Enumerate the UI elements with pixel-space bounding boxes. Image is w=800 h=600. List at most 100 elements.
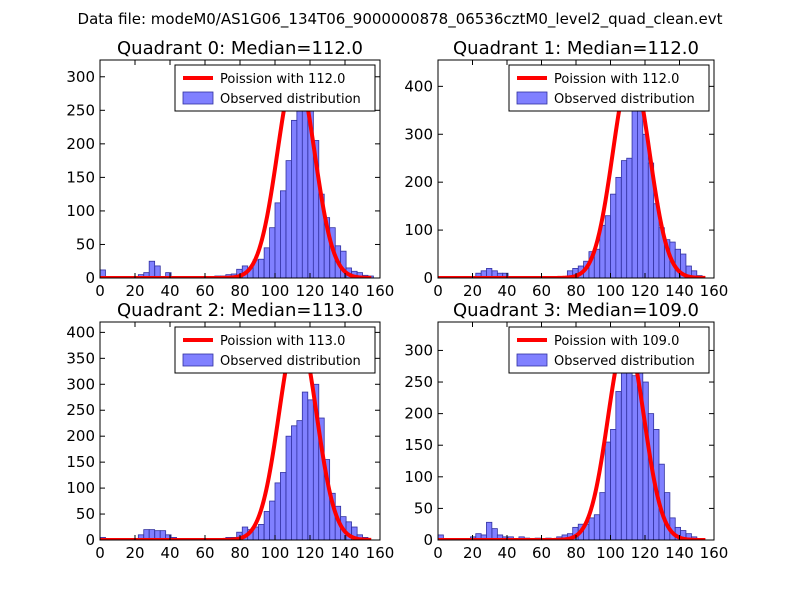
x-tick-label: 160 xyxy=(366,282,395,300)
x-tick-label: 140 xyxy=(331,544,360,562)
y-tick-label: 50 xyxy=(76,235,95,253)
poisson-curve xyxy=(100,327,373,540)
legend-bar-label: Observed distribution xyxy=(220,92,361,107)
histogram-bar xyxy=(604,215,611,278)
x-tick-label: 0 xyxy=(433,282,443,300)
histogram-bar xyxy=(307,399,314,540)
y-tick-label: 250 xyxy=(66,401,95,419)
y-tick-label: 200 xyxy=(404,173,433,191)
histogram-bar xyxy=(491,528,498,540)
poisson-curve xyxy=(438,335,707,540)
x-tick-label: 40 xyxy=(160,282,179,300)
plot-area xyxy=(438,335,707,540)
poisson-curve xyxy=(438,67,707,278)
x-tick-label: 80 xyxy=(230,282,249,300)
y-tick-label: 100 xyxy=(66,202,95,220)
histogram-bar xyxy=(610,193,617,278)
histogram-bar xyxy=(610,429,617,540)
y-tick-label: 300 xyxy=(404,125,433,143)
x-tick-label: 60 xyxy=(195,544,214,562)
subplot-quadrant-3: 0 20 40 60 80 100 120 140 160 0 50 100 150 200 250 300 Q… xyxy=(404,300,728,562)
legend: Poission with 112.0 Observed distribution xyxy=(174,64,376,112)
y-tick-label: 0 xyxy=(423,531,433,549)
y-tick-label: 300 xyxy=(66,375,95,393)
histogram-bar xyxy=(438,534,444,540)
histogram-bar xyxy=(351,526,358,540)
histogram-bar xyxy=(285,160,292,278)
x-tick-label: 0 xyxy=(95,544,105,562)
y-tick-label: 200 xyxy=(66,135,95,153)
histogram-bar xyxy=(631,375,638,540)
x-tick-label: 140 xyxy=(331,282,360,300)
histogram-bar xyxy=(280,190,287,278)
histogram-bar xyxy=(604,441,611,540)
x-tick-label: 40 xyxy=(160,544,179,562)
legend-bar-label: Observed distribution xyxy=(554,354,695,369)
histogram-bar xyxy=(626,368,633,540)
x-tick-label: 40 xyxy=(497,282,516,300)
legend-curve-label: Poission with 113.0 xyxy=(220,334,345,349)
histogram-bar xyxy=(301,391,309,540)
x-tick-label: 120 xyxy=(631,544,660,562)
y-tick-label: 400 xyxy=(404,77,433,95)
histogram-bar xyxy=(269,500,276,540)
plot-area xyxy=(100,327,373,540)
y-tick-label: 50 xyxy=(76,505,95,523)
histogram-bar xyxy=(274,202,281,278)
y-tick-label: 150 xyxy=(404,436,433,454)
legend-bar-swatch xyxy=(516,91,548,105)
x-tick-label: 60 xyxy=(532,544,551,562)
y-tick-label: 100 xyxy=(404,221,433,239)
y-tick-label: 100 xyxy=(66,479,95,497)
subplot-quadrant-1: 0 20 40 60 80 100 120 140 160 0 100 200 300 400 Quadra… xyxy=(404,38,728,300)
histogram-bar xyxy=(486,521,493,540)
histogram-bar xyxy=(593,514,601,540)
histogram-bar xyxy=(285,435,292,540)
x-tick-label: 80 xyxy=(566,544,585,562)
y-tick-label: 50 xyxy=(414,499,433,517)
x-tick-label: 40 xyxy=(497,544,516,562)
x-tick-label: 160 xyxy=(366,544,395,562)
legend: Poission with 113.0 Observed distribution xyxy=(174,326,376,374)
y-tick-label: 350 xyxy=(66,349,95,367)
x-tick-label: 100 xyxy=(596,544,625,562)
legend-curve-label: Poission with 112.0 xyxy=(554,72,679,87)
histogram-bar xyxy=(626,157,633,278)
y-tick-label: 100 xyxy=(404,468,433,486)
x-tick-label: 20 xyxy=(463,282,482,300)
plot-area xyxy=(100,68,374,278)
x-tick-label: 0 xyxy=(433,544,443,562)
x-tick-label: 20 xyxy=(125,282,144,300)
x-tick-label: 140 xyxy=(665,544,694,562)
x-tick-label: 80 xyxy=(230,544,249,562)
histogram-bar xyxy=(258,524,265,540)
figure-title: Data file: modeM0/AS1G06_134T06_90000008… xyxy=(78,10,723,29)
x-tick-label: 160 xyxy=(700,544,729,562)
subplot-title: Quadrant 2: Median=113.0 xyxy=(117,300,363,321)
histogram-bar xyxy=(296,86,303,278)
x-tick-label: 60 xyxy=(532,282,551,300)
histogram-bar xyxy=(165,272,172,278)
x-tick-label: 0 xyxy=(95,282,105,300)
x-tick-label: 120 xyxy=(631,282,660,300)
histogram-bar xyxy=(615,391,622,540)
y-tick-label: 300 xyxy=(404,341,433,359)
poisson-curve xyxy=(100,68,373,278)
x-tick-label: 100 xyxy=(596,282,625,300)
subplot-title: Quadrant 0: Median=112.0 xyxy=(117,38,363,59)
y-tick-label: 300 xyxy=(66,68,95,86)
x-tick-label: 120 xyxy=(296,544,325,562)
y-tick-label: 150 xyxy=(66,453,95,471)
y-tick-label: 250 xyxy=(404,373,433,391)
histogram-bar xyxy=(263,247,271,278)
x-tick-label: 120 xyxy=(296,282,325,300)
histogram-bar xyxy=(280,472,287,540)
y-tick-label: 200 xyxy=(66,427,95,445)
subplot-title: Quadrant 3: Median=109.0 xyxy=(453,300,699,321)
subplot-title: Quadrant 1: Median=112.0 xyxy=(453,38,699,59)
histogram-bar xyxy=(100,269,106,278)
legend: Poission with 112.0 Observed distribution xyxy=(508,64,710,112)
histogram-bar xyxy=(148,260,156,278)
y-tick-label: 0 xyxy=(85,531,95,549)
